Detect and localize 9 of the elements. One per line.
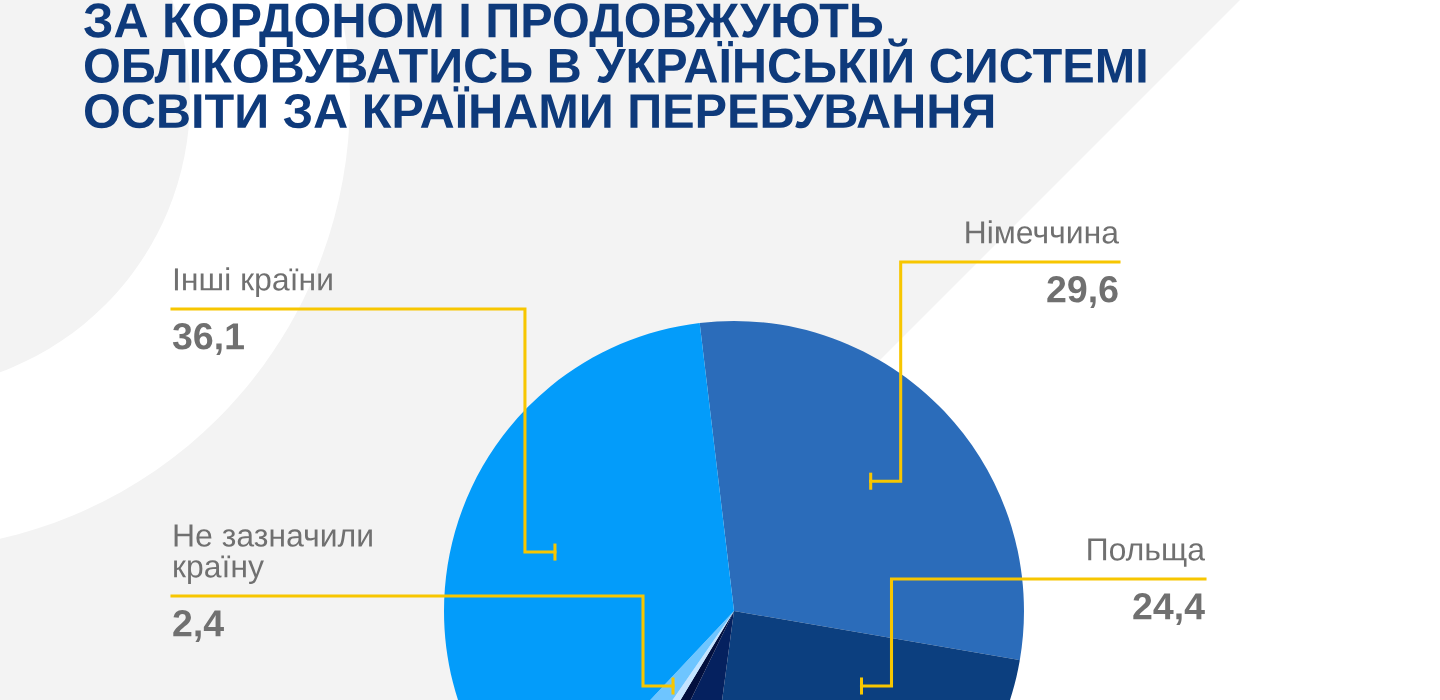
slice-label: Німеччина bbox=[966, 220, 1120, 244]
chart-title: ЗА КОРДОНОМ І ПРОДОВЖУЮТЬ ОБЛІКОВУВАТИСЬ В УКРАЇНСЬКІЙ СИСТЕМІ ОСВІТИ ЗА КРАЇНАМИ ПЕРЕБУВАННЯ bbox=[84, 3, 1146, 129]
slice-label: Польща bbox=[1088, 538, 1205, 567]
slice-label: Не зазначили країну bbox=[174, 524, 372, 584]
data-label: 2,4 bbox=[173, 609, 224, 642]
data-label: 29,6 bbox=[1047, 275, 1118, 308]
data-label: 24,4 bbox=[1133, 592, 1205, 625]
data-label: 36,1 bbox=[172, 322, 244, 355]
slice-label: Інші країни bbox=[174, 267, 332, 297]
